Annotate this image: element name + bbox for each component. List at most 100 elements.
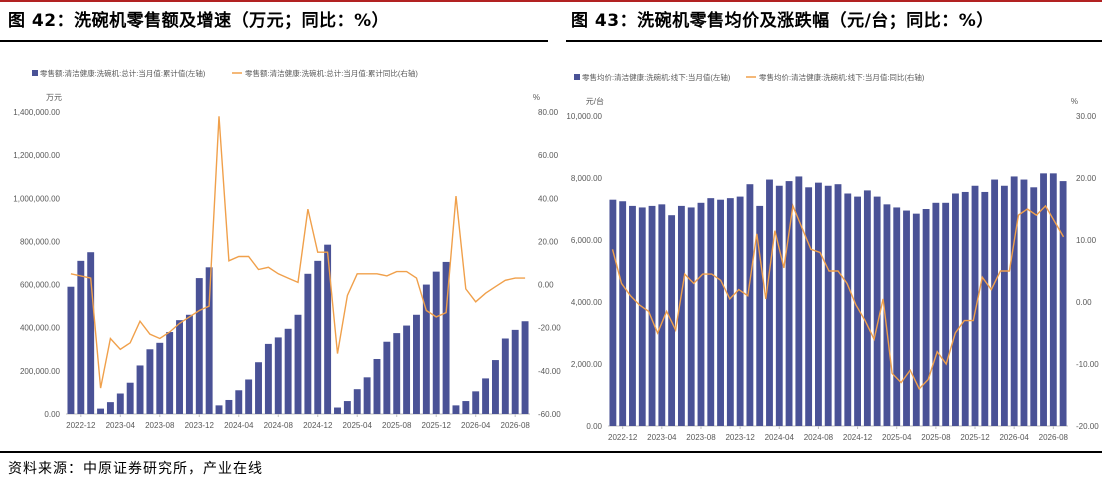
x-axis-tick-label: 2026-08 xyxy=(1039,433,1069,442)
bar xyxy=(116,393,124,414)
left-axis-tick: 800,000.00 xyxy=(20,237,61,246)
bar xyxy=(1049,173,1057,426)
right-axis-tick: 0.00 xyxy=(1076,298,1092,307)
bar xyxy=(952,193,959,426)
x-axis-tick-label: 2026-04 xyxy=(461,421,491,430)
x-axis-tick-label: 2023-12 xyxy=(185,421,215,430)
bar xyxy=(482,378,490,414)
right-axis-tick: -20.00 xyxy=(1076,422,1099,431)
legend-bar-swatch xyxy=(574,74,580,80)
bar xyxy=(1000,185,1008,426)
left-axis-tick: 0.00 xyxy=(586,422,602,431)
right-axis-tick: 0.00 xyxy=(538,281,554,290)
x-axis-tick-label: 2023-04 xyxy=(647,433,677,442)
right-axis-tick: -10.00 xyxy=(1076,360,1099,369)
x-axis-tick-label: 2024-04 xyxy=(765,433,795,442)
bar xyxy=(97,408,105,414)
bar xyxy=(648,205,656,426)
bar xyxy=(971,185,979,426)
bar xyxy=(205,267,213,414)
bar xyxy=(413,314,420,414)
bar xyxy=(658,204,666,426)
bar xyxy=(255,362,262,414)
bar xyxy=(893,207,901,426)
x-axis-tick-label: 2025-04 xyxy=(882,433,912,442)
bar xyxy=(1040,173,1047,426)
bar xyxy=(136,365,144,414)
bar xyxy=(304,273,312,414)
right-axis-tick: 80.00 xyxy=(538,108,559,117)
bar xyxy=(314,260,322,414)
bar xyxy=(863,190,871,426)
bar xyxy=(432,271,440,414)
bar xyxy=(245,379,253,414)
bar xyxy=(363,377,371,414)
bar xyxy=(903,210,910,426)
legend-bar-label: 零售额:清洁健康:洗碗机:总计:当月值:累计值(左轴) xyxy=(40,68,206,78)
bar xyxy=(981,191,989,426)
bar xyxy=(883,204,891,426)
x-axis-tick-label: 2025-12 xyxy=(422,421,452,430)
right-axis-tick: -40.00 xyxy=(538,367,561,376)
average-price-chart: 零售均价:清洁健康:洗碗机:线下:当月值(左轴) 零售均价:清洁健康:洗碗机:线下… xyxy=(566,72,1099,442)
x-axis-tick-label: 2024-08 xyxy=(264,421,294,430)
bar xyxy=(912,213,920,426)
legend-bar-label: 零售均价:清洁健康:洗碗机:线下:当月值(左轴) xyxy=(582,72,731,82)
bar xyxy=(77,260,85,414)
right-axis-unit: % xyxy=(1071,97,1078,106)
left-axis-unit: 万元 xyxy=(46,93,62,102)
bar xyxy=(334,407,341,414)
bar xyxy=(854,196,861,426)
right-axis-tick: 40.00 xyxy=(538,194,559,203)
x-axis-tick-label: 2023-12 xyxy=(725,433,755,442)
left-axis-tick: 2,000.00 xyxy=(571,360,603,369)
x-axis-tick-label: 2024-12 xyxy=(843,433,873,442)
bar xyxy=(991,179,999,426)
bar xyxy=(1020,179,1028,426)
bar xyxy=(462,401,470,414)
left-axis-tick: 400,000.00 xyxy=(20,324,61,333)
bar xyxy=(67,286,75,414)
bar xyxy=(452,405,460,414)
title-underline-left xyxy=(0,40,548,42)
left-axis-tick: 8,000.00 xyxy=(571,174,603,183)
left-axis-tick: 10,000.00 xyxy=(566,112,602,121)
bar xyxy=(815,182,822,426)
right-axis-tick: 20.00 xyxy=(1076,174,1097,183)
x-axis-tick-label: 2022-12 xyxy=(608,433,638,442)
right-axis-tick: -20.00 xyxy=(538,324,561,333)
left-axis-tick: 1,000,000.00 xyxy=(13,194,60,203)
bar xyxy=(677,205,685,426)
right-axis-tick: 30.00 xyxy=(1076,112,1097,121)
bar xyxy=(176,320,183,414)
left-axis-tick: 1,400,000.00 xyxy=(13,108,60,117)
bar xyxy=(294,314,302,414)
x-axis-tick-label: 2024-08 xyxy=(804,433,834,442)
right-axis-tick: 10.00 xyxy=(1076,236,1097,245)
bar xyxy=(844,193,852,426)
bar xyxy=(393,333,401,414)
bar xyxy=(922,209,930,426)
right-axis-unit: % xyxy=(533,93,540,102)
left-axis-tick: 6,000.00 xyxy=(571,236,603,245)
bar xyxy=(687,207,695,426)
x-axis-tick-label: 2025-12 xyxy=(960,433,990,442)
bar xyxy=(717,199,724,426)
growth-line xyxy=(611,203,1065,391)
left-axis-unit: 元/台 xyxy=(586,96,604,106)
right-axis-tick: 20.00 xyxy=(538,237,559,246)
bar xyxy=(353,389,361,414)
left-axis-tick: 600,000.00 xyxy=(20,281,61,290)
bar xyxy=(775,185,783,426)
bar xyxy=(156,342,164,414)
bar xyxy=(324,244,332,414)
left-axis-tick: 200,000.00 xyxy=(20,367,61,376)
bar xyxy=(834,184,842,426)
bar xyxy=(521,321,529,414)
left-axis-tick: 0.00 xyxy=(44,410,60,419)
bar xyxy=(146,349,154,414)
x-axis-tick-label: 2025-04 xyxy=(343,421,373,430)
left-axis-tick: 1,200,000.00 xyxy=(13,151,60,160)
x-axis-tick-label: 2024-12 xyxy=(303,421,333,430)
footer-rule xyxy=(0,451,1102,453)
